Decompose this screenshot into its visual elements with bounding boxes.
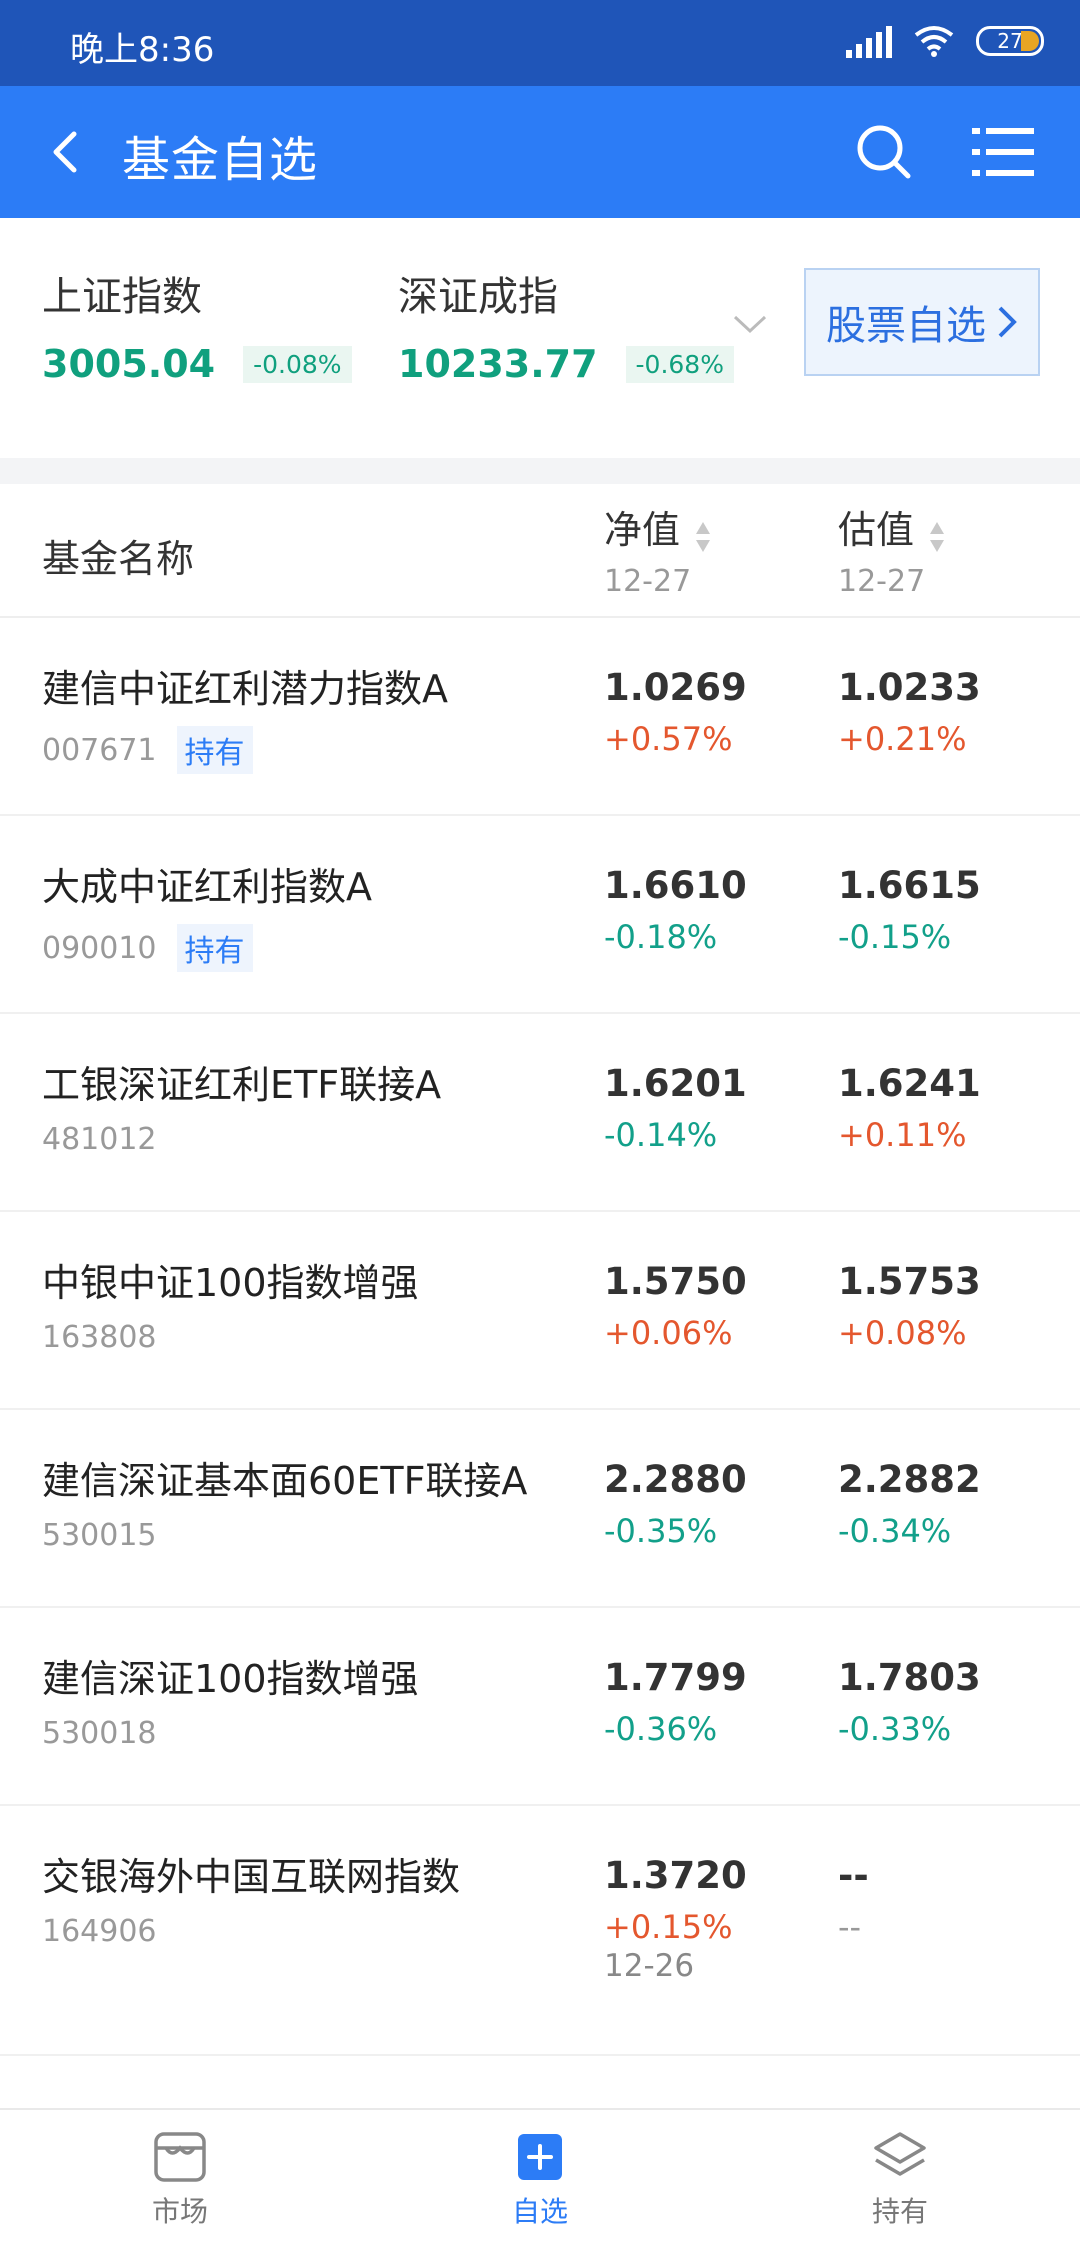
status-bar: 晚上8:36 27 — [0, 0, 1080, 86]
fund-nav: 1.7799 — [604, 1656, 747, 1699]
fund-nav: 1.3720 — [604, 1854, 747, 1897]
fund-nav-change: -0.18% — [604, 918, 718, 956]
tab-holdings-label: 持有 — [871, 2195, 928, 2228]
fund-nav: 1.5750 — [604, 1260, 747, 1303]
index-value: 10233.77 — [398, 342, 598, 386]
fund-nav: 2.2880 — [604, 1458, 747, 1501]
index-change: -0.08% — [243, 345, 352, 383]
fund-name: 大成中证红利指数A — [42, 865, 372, 909]
fund-code: 163808 — [42, 1320, 157, 1355]
fund-nav-change: +0.06% — [604, 1314, 733, 1352]
column-estimate[interactable]: 估值 12-27 — [838, 498, 946, 599]
tab-watchlist-label: 自选 — [511, 2195, 568, 2228]
index-shenzhen[interactable]: 深证成指 10233.77 -0.68% — [398, 264, 734, 386]
holding-badge: 持有 — [176, 924, 253, 972]
fund-nav: 1.6610 — [604, 864, 747, 907]
fund-row[interactable]: 建信深证基本面60ETF联接A 530015 2.2880 -0.35% 2.2… — [0, 1410, 1080, 1608]
menu-icon[interactable] — [972, 122, 1034, 182]
signal-icon — [846, 24, 892, 58]
fund-estimate-change: +0.21% — [838, 720, 967, 758]
fund-estimate: 1.6241 — [838, 1062, 981, 1105]
fund-nav: 1.6201 — [604, 1062, 747, 1105]
stock-watchlist-button[interactable]: 股票自选 — [804, 268, 1040, 376]
fund-nav-change: -0.36% — [604, 1710, 718, 1748]
nav-bar: 基金自选 — [0, 86, 1080, 218]
search-icon[interactable] — [852, 120, 916, 184]
tab-market[interactable]: 市场 — [100, 2130, 260, 2230]
fund-nav: 1.0269 — [604, 666, 747, 709]
fund-estimate: 1.6615 — [838, 864, 981, 907]
fund-name: 建信中证红利潜力指数A — [42, 667, 448, 711]
tab-watchlist[interactable]: 自选 — [460, 2130, 620, 2230]
stock-watchlist-label: 股票自选 — [826, 303, 986, 349]
fund-code: 007671 — [42, 732, 157, 768]
column-nav[interactable]: 净值 12-27 — [604, 498, 712, 599]
sort-icon — [930, 522, 945, 552]
fund-row[interactable]: 交银海外中国互联网指数 164906 1.3720 +0.15% 12-26 -… — [0, 1806, 1080, 2056]
market-icon — [154, 2132, 206, 2182]
section-divider — [0, 458, 1080, 484]
column-nav-label: 净值 — [604, 507, 681, 552]
fund-estimate: 2.2882 — [838, 1458, 981, 1501]
battery-level: 27 — [997, 29, 1023, 53]
fund-code: 530018 — [42, 1716, 157, 1751]
add-watchlist-icon — [518, 2134, 562, 2180]
fund-nav-change: -0.35% — [604, 1512, 718, 1550]
fund-estimate-change: -0.34% — [838, 1512, 952, 1550]
market-index-panel: 上证指数 3005.04 -0.08% 深证成指 10233.77 -0.68%… — [0, 218, 1080, 458]
column-nav-date: 12-27 — [604, 564, 692, 599]
fund-estimate: 1.5753 — [838, 1260, 981, 1303]
fund-row[interactable]: 建信中证红利潜力指数A 007671 持有 1.0269 +0.57% 1.02… — [0, 618, 1080, 816]
index-name: 深证成指 — [398, 274, 558, 320]
chevron-down-icon[interactable] — [732, 312, 768, 336]
index-name: 上证指数 — [42, 274, 202, 320]
wifi-icon — [914, 26, 954, 57]
index-shanghai[interactable]: 上证指数 3005.04 -0.08% — [42, 264, 352, 386]
index-value: 3005.04 — [42, 342, 216, 386]
fund-name: 建信深证基本面60ETF联接A — [42, 1459, 528, 1503]
fund-code: 481012 — [42, 1122, 157, 1157]
fund-name: 工银深证红利ETF联接A — [42, 1063, 442, 1107]
fund-estimate-change: -- — [838, 1908, 862, 1946]
page-title: 基金自选 — [122, 132, 319, 188]
tab-holdings[interactable]: 持有 — [820, 2130, 980, 2230]
fund-name: 交银海外中国互联网指数 — [42, 1855, 461, 1899]
column-estimate-date: 12-27 — [838, 564, 926, 599]
fund-estimate: -- — [838, 1854, 869, 1897]
fund-row[interactable]: 大成中证红利指数A 090010 持有 1.6610 -0.18% 1.6615… — [0, 816, 1080, 1014]
fund-table-header: 基金名称 净值 12-27 估值 12-27 — [0, 484, 1080, 618]
fund-estimate-change: +0.11% — [838, 1116, 967, 1154]
fund-estimate: 1.0233 — [838, 666, 981, 709]
chevron-right-icon — [998, 306, 1017, 338]
fund-estimate-change: -0.33% — [838, 1710, 952, 1748]
tab-market-label: 市场 — [151, 2195, 208, 2228]
fund-nav-change: -0.14% — [604, 1116, 718, 1154]
fund-row[interactable]: 中银中证100指数增强 163808 1.5750 +0.06% 1.5753 … — [0, 1212, 1080, 1410]
layers-icon — [874, 2132, 926, 2176]
fund-nav-change: +0.57% — [604, 720, 733, 758]
fund-row[interactable]: 工银深证红利ETF联接A 481012 1.6201 -0.14% 1.6241… — [0, 1014, 1080, 1212]
fund-nav-change: +0.15% — [604, 1908, 733, 1946]
fund-code: 164906 — [42, 1914, 157, 1949]
fund-nav-date: 12-26 — [604, 1948, 695, 1984]
holding-badge: 持有 — [176, 726, 253, 774]
status-icons: 27 — [846, 24, 1044, 58]
status-time: 晚上8:36 — [70, 30, 215, 70]
fund-name: 中银中证100指数增强 — [42, 1261, 419, 1305]
fund-estimate: 1.7803 — [838, 1656, 981, 1699]
index-change: -0.68% — [625, 345, 734, 383]
fund-code: 090010 — [42, 930, 157, 966]
sort-icon — [696, 522, 711, 552]
column-fund-name: 基金名称 — [42, 537, 195, 581]
fund-code: 530015 — [42, 1518, 157, 1553]
back-icon[interactable] — [36, 120, 100, 184]
fund-name: 建信深证100指数增强 — [42, 1657, 419, 1701]
fund-estimate-change: -0.15% — [838, 918, 952, 956]
bottom-tab-bar: 市场 自选 持有 — [0, 2108, 1080, 2244]
fund-estimate-change: +0.08% — [838, 1314, 967, 1352]
fund-row[interactable]: 建信深证100指数增强 530018 1.7799 -0.36% 1.7803 … — [0, 1608, 1080, 1806]
column-estimate-label: 估值 — [838, 507, 915, 552]
battery-icon: 27 — [976, 26, 1044, 56]
